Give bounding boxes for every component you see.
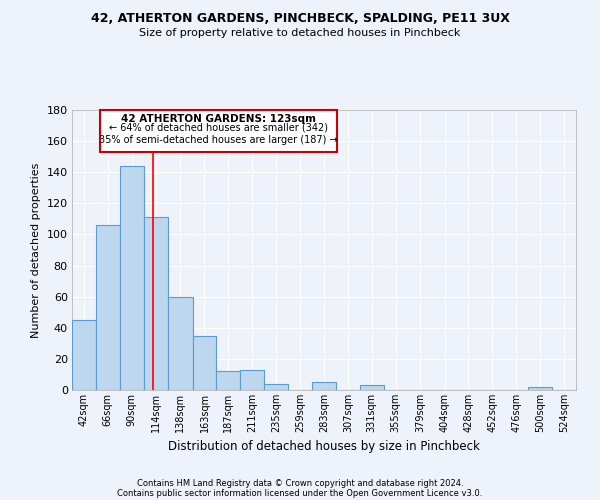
Bar [264,384,288,390]
Bar [72,320,96,390]
Bar [360,386,384,390]
Text: ← 64% of detached houses are smaller (342): ← 64% of detached houses are smaller (34… [109,122,328,132]
Bar [96,225,120,390]
Text: 42, ATHERTON GARDENS, PINCHBECK, SPALDING, PE11 3UX: 42, ATHERTON GARDENS, PINCHBECK, SPALDIN… [91,12,509,26]
Bar [528,387,552,390]
Text: Contains public sector information licensed under the Open Government Licence v3: Contains public sector information licen… [118,488,482,498]
Bar [120,166,144,390]
Bar [144,218,167,390]
X-axis label: Distribution of detached houses by size in Pinchbeck: Distribution of detached houses by size … [168,440,480,454]
FancyBboxPatch shape [100,110,337,152]
Bar [241,370,264,390]
Bar [217,372,241,390]
Y-axis label: Number of detached properties: Number of detached properties [31,162,41,338]
Bar [167,296,193,390]
Text: Contains HM Land Registry data © Crown copyright and database right 2024.: Contains HM Land Registry data © Crown c… [137,478,463,488]
Bar [312,382,336,390]
Text: 42 ATHERTON GARDENS: 123sqm: 42 ATHERTON GARDENS: 123sqm [121,114,316,124]
Text: Size of property relative to detached houses in Pinchbeck: Size of property relative to detached ho… [139,28,461,38]
Text: 35% of semi-detached houses are larger (187) →: 35% of semi-detached houses are larger (… [99,135,338,145]
Bar [193,336,217,390]
